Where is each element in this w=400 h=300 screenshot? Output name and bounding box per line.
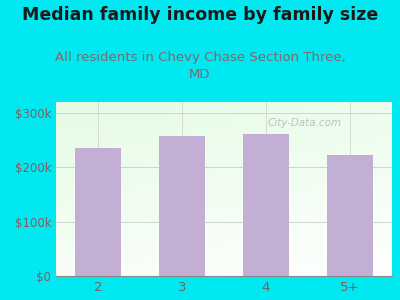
Text: Median family income by family size: Median family income by family size — [22, 6, 378, 24]
Bar — [327, 155, 373, 276]
Bar — [75, 148, 121, 276]
Text: City-Data.com: City-Data.com — [268, 118, 342, 128]
Bar — [159, 136, 205, 276]
Bar — [243, 134, 289, 276]
Text: All residents in Chevy Chase Section Three,
MD: All residents in Chevy Chase Section Thr… — [55, 51, 345, 81]
